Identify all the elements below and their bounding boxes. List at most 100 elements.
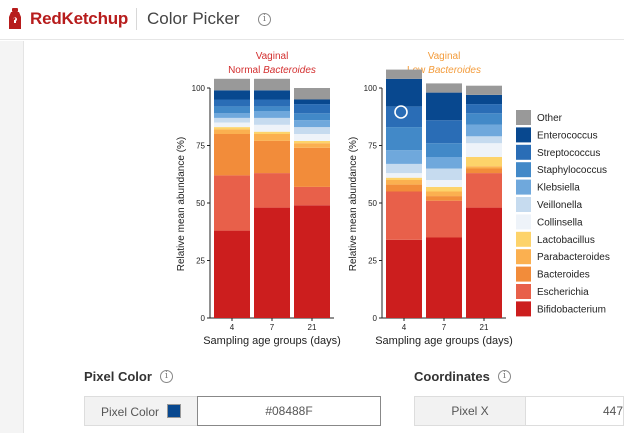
bar-segment-escherichia (466, 173, 502, 208)
y-tick-label: 100 (364, 84, 378, 93)
y-axis-label: Relative mean abundance (%) (176, 137, 187, 272)
bar-segment-other (426, 83, 462, 93)
pixel-x-value[interactable]: 447 (526, 396, 624, 426)
pixel-color-info-icon[interactable]: i (160, 370, 173, 383)
info-icon[interactable]: i (258, 13, 271, 26)
legend-label: Lactobacillus (537, 235, 595, 246)
bar-segment-parabacteroides (294, 143, 330, 148)
bar-segment-escherichia (214, 175, 250, 231)
bar-segment-staphylococcus (386, 127, 422, 151)
legend-label: Bacteroides (537, 270, 590, 281)
pixel-x-label: Pixel X (414, 396, 526, 426)
legend-label: Klebsiella (537, 183, 580, 194)
y-tick-label: 50 (368, 199, 377, 208)
legend-label: Escherichia (537, 287, 589, 298)
y-tick-label: 50 (196, 199, 205, 208)
bar-segment-escherichia (426, 200, 462, 238)
bar-segment-lactobacillus (294, 140, 330, 144)
coordinates-heading: Coordinates (414, 369, 490, 384)
image-canvas[interactable]: Relative mean abundance (%) Relative mean… (170, 44, 624, 360)
bar-segment-bifidobacterium (214, 230, 250, 318)
bar-segment-other (254, 78, 290, 91)
bar-segment-enterococcus (254, 90, 290, 100)
bar-segment-collinsella (466, 143, 502, 157)
bar-segment-collinsella (426, 180, 462, 187)
panel-title-italic: Bacteroides (263, 65, 316, 76)
bar-segment-klebsiella (294, 120, 330, 128)
legend-label: Collinsella (537, 217, 583, 228)
x-axis-label: Sampling age groups (days) (375, 335, 513, 347)
y-tick-label: 100 (192, 84, 206, 93)
hex-value-field[interactable]: #08488F (197, 396, 381, 426)
panel-title-prefix: Normal (228, 65, 263, 76)
bar-segment-bacteroides (214, 134, 250, 176)
pixel-color-label: Pixel Color (101, 405, 160, 419)
color-swatch (167, 404, 181, 418)
bar-segment-bifidobacterium (294, 205, 330, 318)
bar-segment-veillonella (386, 163, 422, 174)
legend-label: Streptococcus (537, 148, 600, 159)
bar-segment-enterococcus (466, 94, 502, 105)
x-tick-label: 21 (308, 323, 317, 332)
bar-segment-parabacteroides (426, 191, 462, 197)
app-header: RedKetchup Color Picker i (0, 0, 624, 40)
legend-swatch (516, 284, 531, 299)
bar-segment-enterococcus (386, 78, 422, 107)
bar-segment-bifidobacterium (254, 207, 290, 318)
legend-label: Other (537, 113, 563, 124)
bar-segment-parabacteroides (254, 134, 290, 141)
bar-segment-bacteroides (466, 168, 502, 174)
bar-segment-streptococcus (466, 104, 502, 114)
x-tick-label: 4 (402, 323, 407, 332)
legend-swatch (516, 179, 531, 195)
coordinates-info-icon[interactable]: i (498, 370, 511, 383)
bar-segment-lactobacillus (426, 186, 462, 192)
bar-segment-veillonella (254, 117, 290, 125)
bar-segment-lactobacillus (466, 157, 502, 167)
legend-swatch (516, 197, 531, 212)
bar-segment-veillonella (426, 168, 462, 180)
bar-segment-other (466, 85, 502, 95)
bar-segment-staphylococcus (254, 106, 290, 111)
bar-segment-klebsiella (254, 111, 290, 118)
bar-segment-collinsella (294, 134, 330, 141)
ketchup-bottle-icon[interactable] (7, 8, 23, 30)
bar-segment-escherichia (294, 186, 330, 206)
brand-name[interactable]: RedKetchup (30, 9, 129, 28)
bar-segment-escherichia (386, 191, 422, 240)
pixel-color-label-box: Pixel Color (84, 396, 198, 426)
bar-segment-staphylococcus (294, 113, 330, 121)
bar-segment-lactobacillus (386, 177, 422, 180)
x-axis-label: Sampling age groups (days) (203, 335, 341, 347)
bar-segment-streptococcus (426, 120, 462, 144)
legend-swatch (516, 162, 531, 178)
legend-swatch (516, 127, 531, 143)
panel-title-line1: Vaginal (256, 51, 289, 62)
bar-segment-veillonella (214, 117, 250, 123)
bar-segment-lactobacillus (254, 131, 290, 134)
legend-swatch (516, 214, 531, 230)
panel-title-line1: Vaginal (428, 51, 461, 62)
bar-segment-collinsella (254, 124, 290, 132)
legend-swatch (516, 249, 531, 265)
bar-segment-bifidobacterium (466, 207, 502, 318)
page-title: Color Picker (147, 9, 240, 28)
y-tick-label: 25 (368, 257, 377, 266)
bar-segment-streptococcus (254, 99, 290, 107)
bar-segment-bifidobacterium (426, 237, 462, 318)
bar-segment-klebsiella (214, 113, 250, 118)
bar-segment-enterococcus (294, 99, 330, 105)
stacked-bar-chart[interactable]: Relative mean abundance (%) Relative mean… (170, 44, 624, 360)
legend-swatch (516, 231, 531, 247)
y-tick-label: 75 (368, 142, 377, 151)
left-panel-edge (0, 41, 24, 433)
legend-label: Staphylococcus (537, 165, 607, 176)
x-tick-label: 7 (270, 323, 275, 332)
y-axis-label: Relative mean abundance (%) (348, 137, 359, 272)
bar-segment-collinsella (214, 122, 250, 128)
bar-segment-bacteroides (426, 196, 462, 201)
bar-segment-other (214, 78, 250, 91)
legend-swatch (516, 144, 531, 160)
y-tick-label: 25 (196, 257, 205, 266)
bar-segment-staphylococcus (466, 113, 502, 125)
